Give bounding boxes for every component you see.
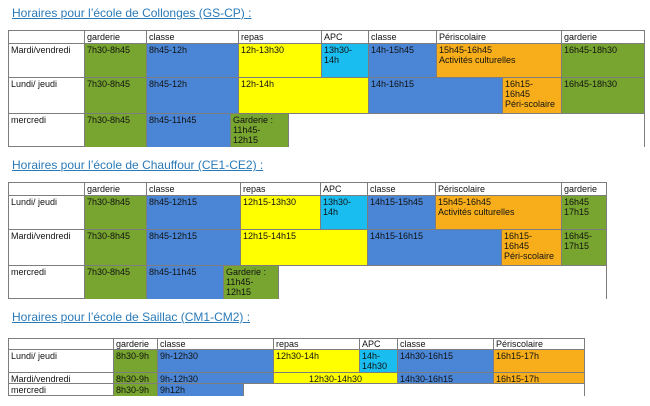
cell-periscolaire: 16h15-17h xyxy=(493,373,584,384)
cell-classe-2: 14h30-16h15 xyxy=(397,350,493,373)
col-header-garderie: garderie xyxy=(84,31,146,43)
cell-garderie-2: 16h45 17h15 xyxy=(561,196,606,230)
col-header-periscolaire: Périscolaire xyxy=(436,31,561,43)
row-label: Mardi/vendredi xyxy=(11,374,71,384)
cell-classe: 9h-12h30 xyxy=(157,350,273,373)
cell-repas: 12h15-14h15 xyxy=(240,230,367,266)
cell-garderie: 8h30-9h xyxy=(113,350,157,373)
cell-classe: 9h-12h30 xyxy=(157,373,273,384)
row-label: Lundi/ jeudi xyxy=(11,197,58,207)
schedule-table-collonges: garderie classe repas APC classe Périsco… xyxy=(8,30,645,147)
header-row: garderie classe repas APC classe Périsco… xyxy=(9,31,644,43)
col-header-classe: classe xyxy=(146,31,238,43)
cell-classe-2: 14h-16h15 xyxy=(368,78,502,114)
cell-classe: 8h45-12h xyxy=(146,44,238,78)
cell-garderie-midi: Garderie : 11h45- 12h15 xyxy=(230,114,288,147)
cell-classe: 8h45-12h xyxy=(146,78,238,114)
col-header-repas: repas xyxy=(238,31,321,43)
cell-empty xyxy=(288,114,644,147)
cell-classe: 8h45-11h45 xyxy=(146,266,223,299)
header-row: garderie classe repas APC classe Périsco… xyxy=(9,339,584,349)
cell-repas: 12h-14h xyxy=(238,78,368,114)
cell-garderie-midi: Garderie : 11h45- 12h15 xyxy=(223,266,278,299)
row-label: Lundi/ jeudi xyxy=(11,351,58,361)
row-lundi-jeudi: Lundi/ jeudi 7h30-8h45 8h45-12h 12h-14h … xyxy=(9,77,644,114)
cell-garderie: 8h30-9h xyxy=(113,384,157,396)
cell-garderie: 7h30-8h45 xyxy=(84,230,146,266)
cell-classe: 8h45-11h45 xyxy=(146,114,230,147)
cell-classe: 8h45-12h15 xyxy=(146,230,240,266)
col-header-apc: APC xyxy=(321,31,368,43)
cell-garderie: 8h30-9h xyxy=(113,373,157,384)
col-header-classe-2: classe xyxy=(367,183,435,195)
cell-periscolaire: 15h45-16h45 Activités culturelles xyxy=(436,44,561,78)
row-mercredi: mercredi 8h30-9h 9h12h xyxy=(9,383,584,396)
cell-empty xyxy=(278,266,606,299)
row-mercredi: mercredi 7h30-8h45 8h45-11h45 Garderie :… xyxy=(9,113,644,147)
cell-repas: 12h30-14h xyxy=(273,350,359,373)
cell-garderie-2: 16h45- 17h15 xyxy=(561,230,606,266)
col-header-garderie-2: garderie xyxy=(561,183,606,195)
schedule-table-chauffour: garderie classe repas APC classe Périsco… xyxy=(8,182,607,299)
col-header-repas: repas xyxy=(240,183,320,195)
row-lundi-jeudi: Lundi/ jeudi 7h30-8h45 8h45-12h15 12h15-… xyxy=(9,195,606,230)
row-mardi-vendredi: Mardi/vendredi 8h30-9h 9h-12h30 12h30-14… xyxy=(9,372,584,384)
col-header-classe-2: classe xyxy=(397,339,493,349)
col-header-garderie-2: garderie xyxy=(561,31,644,43)
col-header-apc: APC xyxy=(359,339,397,349)
row-label: mercredi xyxy=(11,115,47,125)
cell-garderie-2: 16h45-18h30 xyxy=(561,44,644,78)
cell-apc: 13h30- 14h xyxy=(321,44,368,78)
col-header-periscolaire: Périscolaire xyxy=(493,339,584,349)
row-mardi-vendredi: Mardi/vendredi 7h30-8h45 8h45-12h 12h-13… xyxy=(9,43,644,78)
cell-classe: 8h45-12h15 xyxy=(146,196,240,230)
section-title-saillac: Horaires pour l’école de Saillac (CM1-CM… xyxy=(12,310,251,324)
cell-periscolaire: 16h15- 16h45 Péri-scolaire xyxy=(502,78,561,114)
cell-apc: 13h30- 14h xyxy=(320,196,367,230)
row-lundi-jeudi: Lundi/ jeudi 8h30-9h 9h-12h30 12h30-14h … xyxy=(9,349,584,373)
col-header-classe: classe xyxy=(157,339,273,349)
cell-garderie: 7h30-8h45 xyxy=(84,44,146,78)
row-label: mercredi xyxy=(11,385,47,395)
row-label: Mardi/vendredi xyxy=(11,45,71,55)
col-header-apc: APC xyxy=(320,183,367,195)
schedule-table-saillac: garderie classe repas APC classe Périsco… xyxy=(8,338,585,396)
cell-garderie: 7h30-8h45 xyxy=(84,266,146,299)
col-header-classe: classe xyxy=(146,183,240,195)
cell-classe: 9h12h xyxy=(157,384,243,396)
cell-periscolaire: 16h15-17h xyxy=(493,350,584,373)
section-title-collonges: Horaires pour l’école de Collonges (GS-C… xyxy=(12,6,252,20)
col-header-repas: repas xyxy=(273,339,359,349)
cell-classe-2: 14h15-16h15 xyxy=(367,230,501,266)
row-mercredi: mercredi 7h30-8h45 8h45-11h45 Garderie :… xyxy=(9,265,606,299)
cell-garderie: 7h30-8h45 xyxy=(84,78,146,114)
row-label: Lundi/ jeudi xyxy=(11,79,58,89)
col-header-periscolaire: Périscolaire xyxy=(435,183,561,195)
cell-repas: 12h-13h30 xyxy=(238,44,321,78)
section-title-chauffour: Horaires pour l’école de Chauffour (CE1-… xyxy=(12,158,264,172)
cell-classe-2: 14h15-15h45 xyxy=(367,196,435,230)
header-row: garderie classe repas APC classe Périsco… xyxy=(9,183,606,195)
cell-periscolaire: 15h45-16h45 Activités culturelles xyxy=(435,196,561,230)
cell-classe-2: 14h-15h45 xyxy=(368,44,436,78)
cell-garderie: 7h30-8h45 xyxy=(84,114,146,147)
cell-apc: 14h- 14h30 xyxy=(359,350,397,373)
col-header-garderie: garderie xyxy=(84,183,146,195)
cell-garderie: 7h30-8h45 xyxy=(84,196,146,230)
row-label: mercredi xyxy=(11,267,47,277)
cell-repas: 12h30-14h30 xyxy=(273,373,397,384)
row-mardi-vendredi: Mardi/vendredi 7h30-8h45 8h45-12h15 12h1… xyxy=(9,229,606,266)
cell-classe-2: 14h30-16h15 xyxy=(397,373,493,384)
cell-repas: 12h15-13h30 xyxy=(240,196,320,230)
col-header-classe-2: classe xyxy=(368,31,436,43)
col-header-garderie: garderie xyxy=(113,339,157,349)
cell-garderie-2: 16h45-18h30 xyxy=(561,78,644,114)
row-label: Mardi/vendredi xyxy=(11,231,71,241)
cell-empty xyxy=(243,384,584,396)
cell-periscolaire: 16h15- 16h45 Péri-scolaire xyxy=(501,230,561,266)
